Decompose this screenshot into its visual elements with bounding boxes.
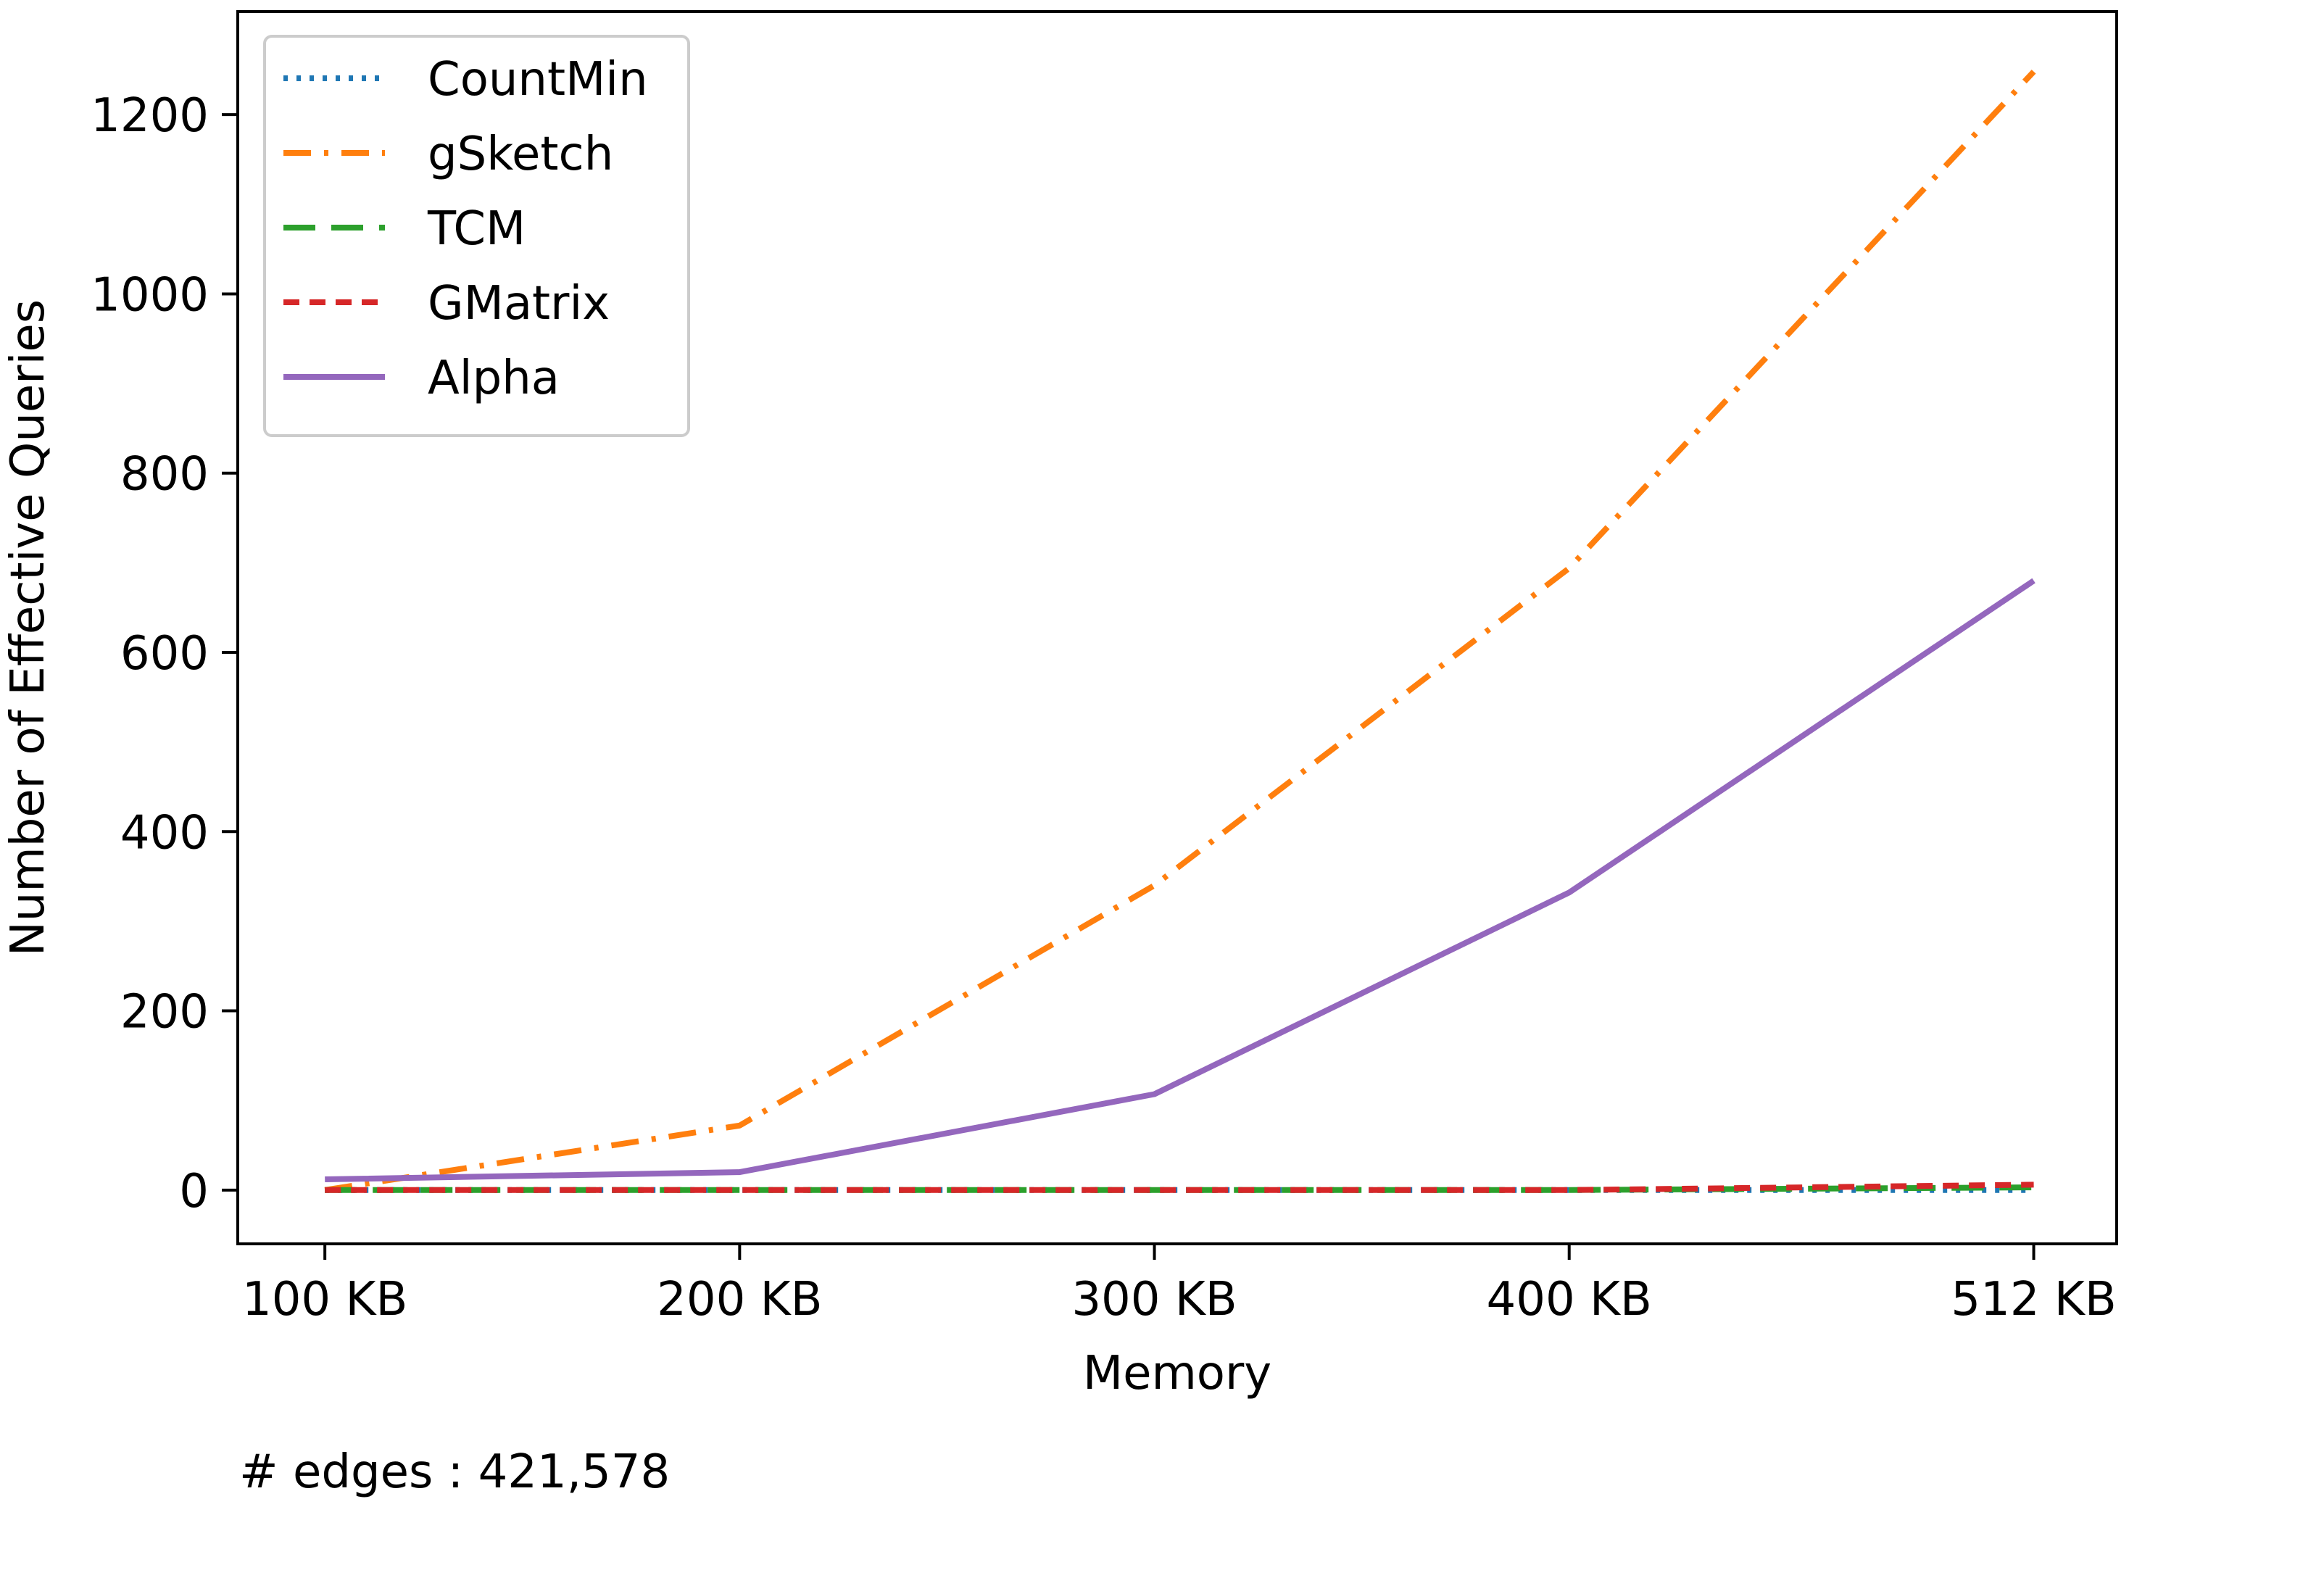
- series-layer: [324, 70, 2036, 1193]
- y-tick-label: 200: [120, 986, 209, 1039]
- legend: CountMin gSketch TCM GMatrix Alpha: [263, 35, 690, 437]
- plot-area-frame: [236, 10, 2118, 1245]
- x-axis-label: Memory: [1083, 1347, 1271, 1400]
- legend-label-gsketch: gSketch: [428, 128, 613, 181]
- y-tick-label: 1000: [91, 268, 209, 322]
- series-line-gsketch: [324, 70, 2036, 1193]
- legend-label-countmin: CountMin: [428, 53, 648, 107]
- y-axis-label: Number of Effective Queries: [1, 299, 55, 956]
- x-tick-label: 512 KB: [1951, 1273, 2116, 1326]
- legend-label-tcm: TCM: [427, 202, 526, 256]
- series-line-gmatrix: [325, 1182, 2034, 1193]
- series-line-tcm: [325, 1184, 2034, 1193]
- x-tick-label: 400 KB: [1487, 1273, 1652, 1326]
- y-tick-label: 400: [120, 806, 209, 860]
- x-axis: 100 KB 200 KB 300 KB 400 KB 512 KB: [242, 1244, 2117, 1326]
- legend-label-gmatrix: GMatrix: [428, 277, 610, 331]
- y-tick-label: 600: [120, 627, 209, 681]
- y-tick-label: 0: [179, 1165, 209, 1218]
- y-tick-label: 1200: [91, 89, 209, 143]
- x-tick-label: 300 KB: [1071, 1273, 1237, 1326]
- legend-box: [263, 35, 690, 437]
- y-tick-label: 800: [120, 448, 209, 502]
- series-line-alpha: [325, 578, 2035, 1182]
- legend-label-alpha: Alpha: [428, 352, 560, 405]
- x-tick-label: 100 KB: [242, 1273, 407, 1326]
- y-axis: 0 200 400 600 800 1000 1200: [91, 89, 238, 1218]
- edges-footnote: # edges : 421,578: [239, 1445, 670, 1499]
- x-tick-label: 200 KB: [657, 1273, 822, 1326]
